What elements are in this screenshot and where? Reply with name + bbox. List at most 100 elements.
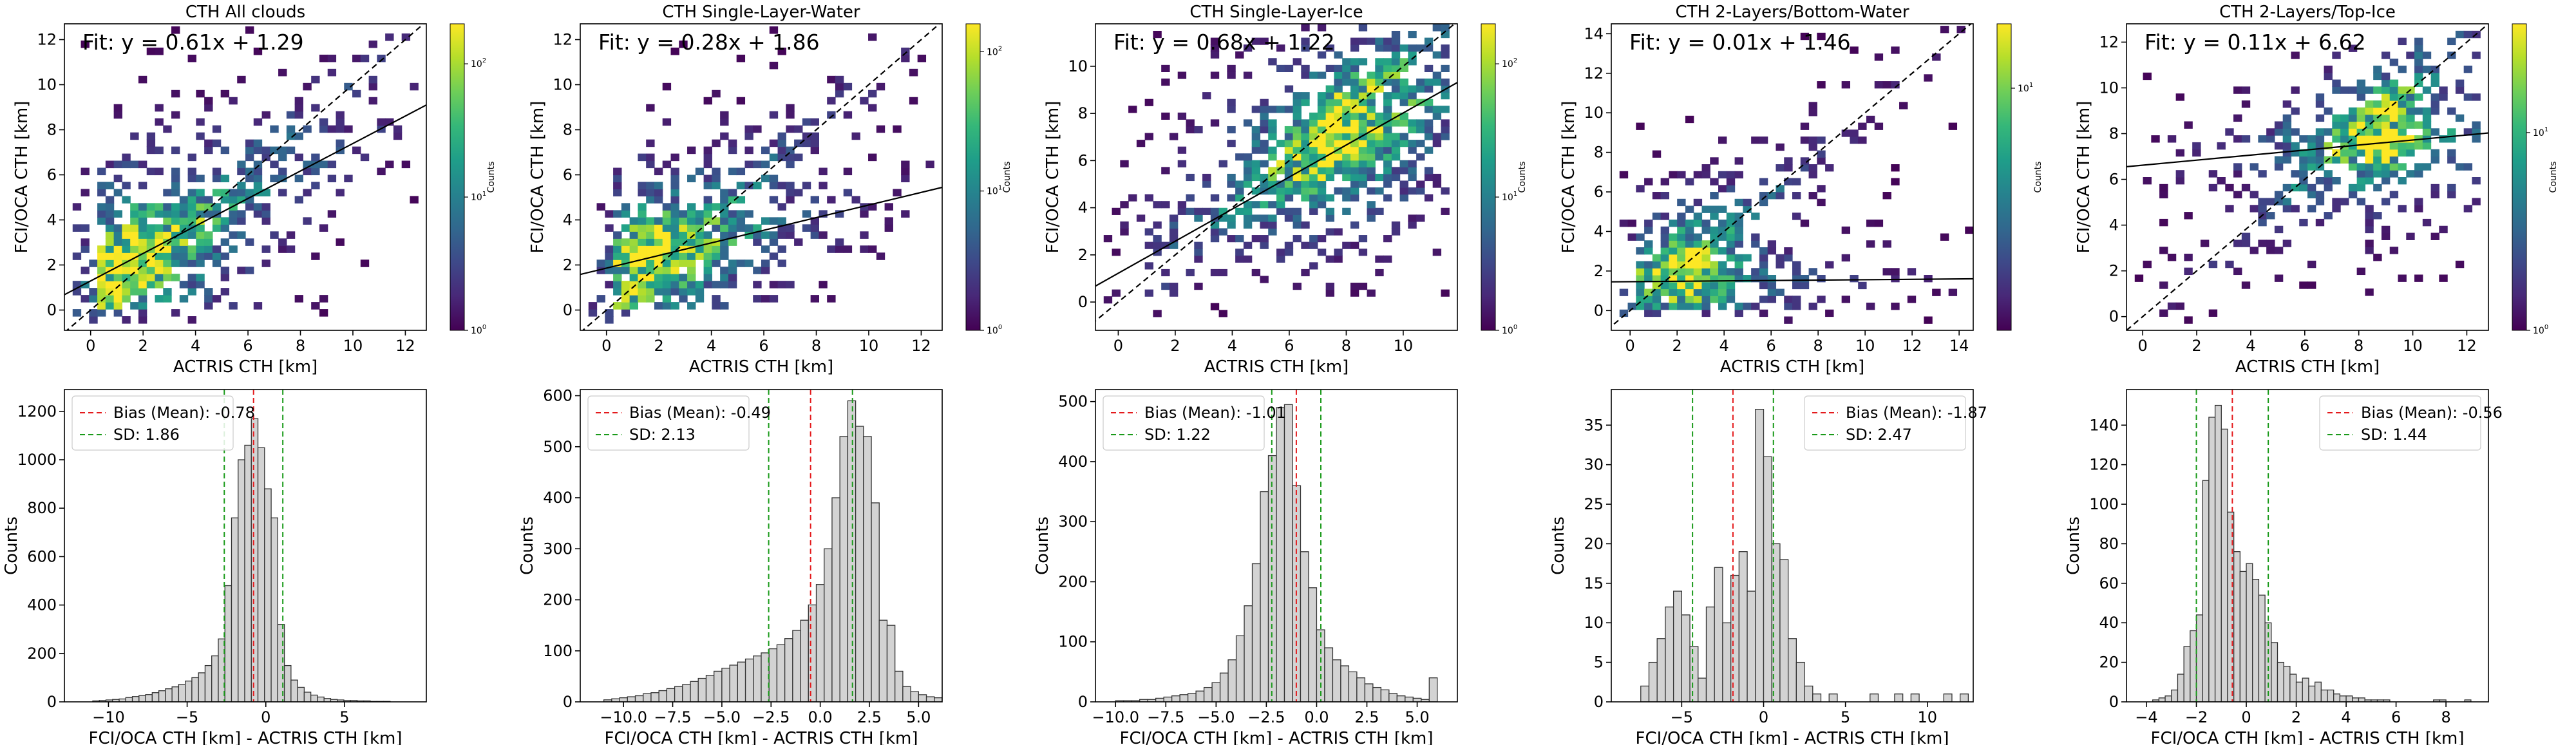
histogram-bar (231, 517, 239, 702)
density-cell (204, 288, 213, 296)
density-cell (1301, 269, 1310, 277)
density-cell (1350, 187, 1359, 195)
density-cell (613, 252, 622, 260)
density-cell (1293, 214, 1302, 222)
legend-box (1804, 395, 1966, 451)
density-cell (138, 182, 147, 190)
density-cell (1726, 226, 1736, 234)
density-cell (1342, 146, 1351, 154)
histogram-bar (290, 679, 298, 702)
density-cell (89, 288, 98, 296)
density-cell (1685, 303, 1694, 310)
y-tick-label: 1200 (17, 402, 57, 420)
histogram-bar (2308, 685, 2316, 702)
density-cell (1334, 78, 1343, 86)
density-cell (2282, 121, 2292, 129)
density-cell (1416, 214, 1425, 222)
density-cell (163, 224, 172, 232)
density-cell (2274, 274, 2284, 282)
density-cell (2381, 149, 2391, 157)
density-cell (769, 139, 779, 147)
density-cell (2430, 149, 2439, 157)
colorbar-tick-base: 10 (471, 59, 482, 70)
density-cell (1325, 146, 1335, 154)
density-cell (2307, 142, 2316, 150)
density-cell (1693, 254, 1703, 262)
density-cell (1325, 228, 1335, 236)
histogram-bar (808, 604, 817, 702)
density-cell (1260, 201, 1269, 209)
density-cell (2274, 191, 2284, 199)
density-cell (810, 224, 820, 232)
density-cell (1701, 164, 1710, 172)
density-cell (1710, 226, 1719, 234)
density-cell (1701, 226, 1710, 234)
density-cell (1408, 221, 1417, 229)
density-cell (2324, 72, 2333, 80)
histogram-bar (1396, 695, 1406, 702)
density-cell (728, 189, 737, 197)
density-cell (2373, 156, 2382, 164)
density-cell (1800, 137, 1810, 144)
density-cell (843, 82, 853, 91)
density-cell (1424, 78, 1434, 86)
density-cell (2332, 114, 2341, 122)
density-cell (1260, 37, 1269, 45)
density-cell (294, 295, 304, 303)
density-cell (2332, 198, 2341, 205)
density-cell (1383, 153, 1392, 161)
density-cell (1424, 133, 1434, 140)
density-cell (1383, 173, 1392, 182)
histogram-bar (2464, 699, 2472, 702)
density-cell (670, 302, 679, 310)
density-cell (220, 238, 230, 246)
density-cell (1636, 281, 1645, 290)
density-cell (1416, 140, 1425, 147)
density-cell (1817, 198, 1826, 207)
histogram-bar (1356, 677, 1366, 702)
density-cell (1391, 85, 1401, 93)
y-axis-label: Counts (1033, 516, 1052, 575)
density-cell (212, 252, 222, 260)
density-cell (1416, 180, 1425, 188)
histogram-bar (768, 648, 778, 702)
density-cell (155, 210, 164, 218)
density-cell (1367, 78, 1376, 86)
density-cell (1161, 167, 1170, 174)
density-cell (1375, 112, 1384, 120)
density-cell (1800, 275, 1810, 283)
density-cell (1644, 178, 1653, 185)
density-cell (1718, 275, 1727, 283)
y-tick-label: 400 (27, 596, 57, 614)
density-cell (638, 267, 647, 274)
density-cell (1293, 187, 1302, 195)
density-cell (1391, 133, 1401, 140)
density-cell (2439, 135, 2448, 143)
density-cell (146, 224, 156, 232)
density-cell (1408, 173, 1417, 182)
histogram-bar (2383, 699, 2391, 702)
density-cell (1416, 44, 1425, 52)
density-cell (2356, 184, 2366, 192)
density-cell (1325, 126, 1335, 134)
histogram-bar (1260, 491, 1269, 702)
x-tick-label: 12 (911, 337, 931, 355)
density-cell (687, 267, 696, 274)
density-cell (2381, 156, 2391, 164)
density-cell (1416, 85, 1425, 93)
density-cell (1350, 58, 1359, 66)
density-cell (1734, 157, 1743, 165)
density-cell (1383, 119, 1392, 127)
density-cell (105, 217, 115, 225)
density-cell (1210, 207, 1220, 215)
density-cell (728, 146, 737, 155)
colorbar-tick-label: 102 (471, 57, 486, 70)
density-cell (2225, 205, 2234, 212)
density-cell (270, 174, 279, 183)
density-cell (1710, 178, 1719, 185)
density-cell (1375, 153, 1384, 161)
density-cell (1309, 112, 1318, 120)
density-cell (163, 259, 172, 267)
density-cell (1325, 214, 1335, 222)
